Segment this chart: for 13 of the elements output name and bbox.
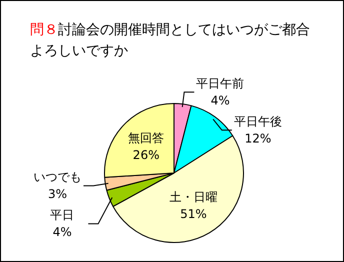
data-label: 12% (244, 131, 272, 146)
chart-title: 問８討論会の開催時間としてはいつがご都合よろしいですか (30, 21, 311, 61)
slice-label: 土・日曜 (169, 190, 218, 204)
slice-label: 平日午前 (196, 76, 244, 90)
slice-label: 無回答 (128, 130, 164, 145)
data-label: 4% (52, 224, 72, 239)
data-label: 51% (180, 207, 207, 222)
slice-label: 平日 (50, 208, 74, 222)
data-label: 26% (132, 148, 160, 162)
data-label: 4% (210, 93, 230, 108)
slice-label: いつでも (34, 170, 82, 184)
slice-label: 平日午後 (234, 114, 282, 128)
data-label: 3% (48, 186, 68, 201)
